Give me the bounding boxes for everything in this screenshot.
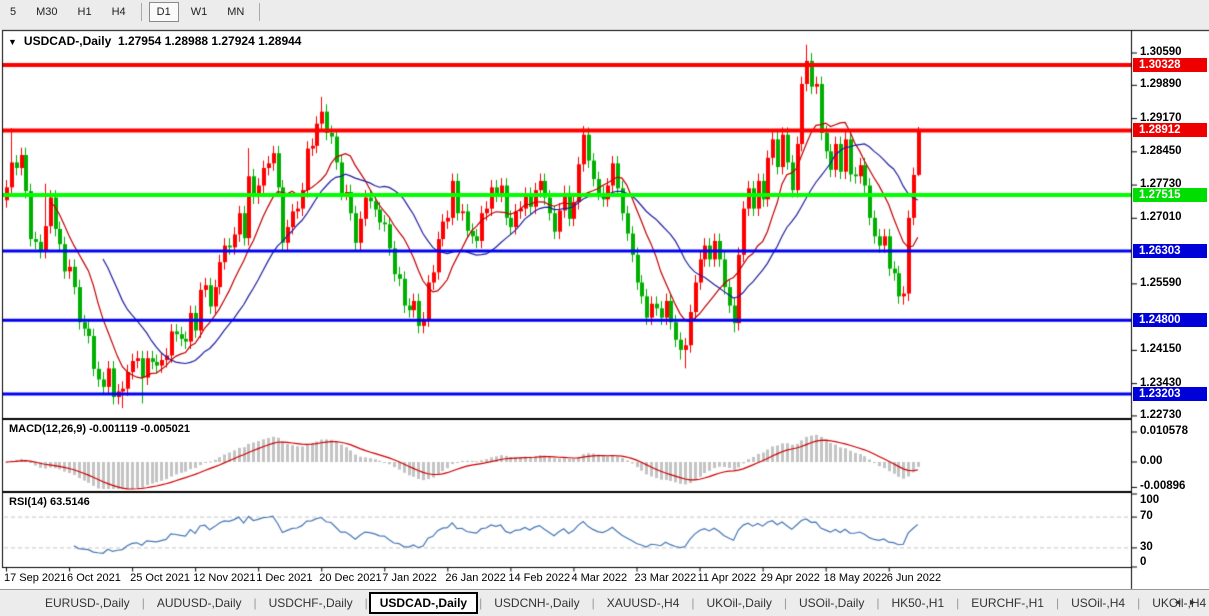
tab-scroll-left-icon[interactable]: ◄ bbox=[1173, 597, 1189, 607]
tab-separator: | bbox=[141, 596, 145, 610]
date-axis-tick: 14 Feb 2022 bbox=[508, 572, 571, 584]
tab-separator: | bbox=[591, 596, 595, 610]
price-axis-badge: 1.24800 bbox=[1133, 313, 1207, 328]
tab-separator: | bbox=[876, 596, 880, 610]
timeframe-button-h1[interactable]: H1 bbox=[77, 6, 92, 18]
chart-tab-eurchf[interactable]: EURCHF-,H1 bbox=[971, 596, 1044, 610]
price-axis-tick: 1.28450 bbox=[1140, 144, 1182, 157]
rsi-axis-tick: 100 bbox=[1140, 494, 1160, 506]
symbol-dropdown-icon[interactable]: ▼ bbox=[8, 37, 17, 47]
date-axis-tick: 18 May 2022 bbox=[823, 572, 888, 584]
tab-separator: | bbox=[364, 596, 368, 610]
price-axis-badge: 1.23203 bbox=[1133, 387, 1207, 402]
date-axis-tick: 17 Sep 2021 bbox=[4, 572, 67, 584]
date-axis-tick: 6 Oct 2021 bbox=[67, 572, 121, 584]
date-axis-tick: 23 Mar 2022 bbox=[634, 572, 697, 584]
timeframe-button-5[interactable]: 5 bbox=[10, 6, 17, 18]
tab-separator: | bbox=[1137, 596, 1141, 610]
date-axis-tick: 7 Jan 2022 bbox=[382, 572, 437, 584]
date-axis-tick: 1 Dec 2021 bbox=[256, 572, 313, 584]
timeframe-button-m30[interactable]: M30 bbox=[36, 6, 58, 18]
price-axis-tick: 1.27730 bbox=[1140, 178, 1182, 191]
tab-separator: | bbox=[479, 596, 483, 610]
macd-indicator-name: MACD(12,26,9) bbox=[9, 423, 87, 435]
rsi-indicator-name: RSI(14) bbox=[9, 496, 47, 508]
chart-tab-ukoil[interactable]: UKOil-,H4 bbox=[1152, 596, 1207, 610]
price-axis-tick: 1.29890 bbox=[1140, 78, 1182, 91]
tab-separator: | bbox=[691, 596, 695, 610]
date-axis-tick: 20 Dec 2021 bbox=[319, 572, 382, 584]
timeframe-button-w1[interactable]: W1 bbox=[190, 6, 208, 18]
toolbar-separator bbox=[140, 3, 142, 21]
date-axis-tick: 6 Jun 2022 bbox=[886, 572, 942, 584]
date-axis-tick: 29 Apr 2022 bbox=[760, 572, 820, 584]
tab-separator: | bbox=[956, 596, 960, 610]
timeframe-button-h4[interactable]: H4 bbox=[111, 6, 126, 18]
price-axis-badge: 1.26303 bbox=[1133, 243, 1207, 258]
chart-tab-usdcnh[interactable]: USDCNH-,Daily bbox=[494, 596, 580, 610]
tab-separator: | bbox=[783, 596, 787, 610]
chart-tab-usdcad[interactable]: USDCAD-,Daily bbox=[368, 592, 479, 614]
price-axis-badge: 1.30328 bbox=[1133, 58, 1207, 73]
chart-tab-usdchf[interactable]: USDCHF-,Daily bbox=[268, 596, 353, 610]
rsi-indicator-value: 63.5146 bbox=[49, 496, 90, 508]
chart-tab-ukoil[interactable]: UKOil-,Daily bbox=[706, 596, 772, 610]
price-axis-tick: 1.27010 bbox=[1140, 211, 1182, 224]
tab-scroll-arrows: ◄► bbox=[1173, 597, 1203, 607]
rsi-panel-title: RSI(14) 63.5146 bbox=[9, 496, 90, 508]
macd-axis-tick: 0.00 bbox=[1140, 455, 1163, 467]
rsi-axis-tick: 70 bbox=[1140, 510, 1153, 523]
macd-axis-tick: 0.010578 bbox=[1140, 425, 1188, 437]
timeframe-button-mn[interactable]: MN bbox=[227, 6, 245, 18]
chart-tab-hk50[interactable]: HK50-,H1 bbox=[891, 596, 945, 610]
tab-separator: | bbox=[253, 596, 257, 610]
macd-indicator-values: -0.001119 -0.005021 bbox=[89, 423, 191, 435]
price-axis-tick: 1.24150 bbox=[1140, 343, 1182, 356]
price-axis-tick: 1.25590 bbox=[1140, 276, 1182, 289]
price-axis-tick: 1.23430 bbox=[1140, 376, 1182, 389]
chart-tab-usoil[interactable]: USOil-,H4 bbox=[1071, 596, 1126, 610]
chart-tab-eurusd[interactable]: EURUSD-,Daily bbox=[45, 596, 130, 610]
price-axis-tick: 1.22730 bbox=[1140, 408, 1182, 421]
symbol-name: USDCAD-,Daily bbox=[23, 34, 112, 48]
date-axis-tick: 12 Nov 2021 bbox=[193, 572, 256, 584]
chart-tab-audusd[interactable]: AUDUSD-,Daily bbox=[156, 596, 242, 610]
rsi-axis-tick: 0 bbox=[1140, 556, 1147, 568]
date-axis-tick: 26 Jan 2022 bbox=[445, 572, 506, 584]
date-axis-tick: 11 Apr 2022 bbox=[697, 572, 757, 584]
price-axis-tick: 1.29170 bbox=[1140, 111, 1182, 124]
chart-tab-xauusd[interactable]: XAUUSD-,H4 bbox=[606, 596, 680, 610]
rsi-axis-tick: 30 bbox=[1140, 540, 1153, 553]
timeframe-toolbar: 5 M30 H1 H4 D1 W1 MN bbox=[0, 0, 1209, 24]
timeframe-button-d1[interactable]: D1 bbox=[148, 2, 179, 22]
tab-separator: | bbox=[1055, 596, 1060, 610]
date-axis-tick: 4 Mar 2022 bbox=[571, 572, 628, 584]
chart-symbol-title: ▼ USDCAD-,Daily 1.27954 1.28988 1.27924 1… bbox=[8, 34, 301, 48]
price-axis-tick: 1.30590 bbox=[1140, 46, 1182, 58]
price-axis-badge: 1.28912 bbox=[1133, 123, 1207, 138]
chart-tab-usoil[interactable]: USOil-,Daily bbox=[798, 596, 865, 610]
tab-scroll-right-icon[interactable]: ► bbox=[1188, 597, 1203, 607]
price-axis-badge: 1.27515 bbox=[1133, 187, 1207, 202]
ohlc-values: 1.27954 1.28988 1.27924 1.28944 bbox=[117, 34, 302, 48]
symbol-tab-bar: EURUSD-,Daily | AUDUSD-,Daily | USDCHF-,Dail… bbox=[0, 589, 1209, 616]
macd-panel-title: MACD(12,26,9) -0.001119 -0.005021 bbox=[9, 423, 190, 435]
date-axis-tick: 25 Oct 2021 bbox=[130, 572, 191, 584]
macd-axis-tick: -0.00896 bbox=[1140, 480, 1186, 492]
toolbar-separator bbox=[259, 3, 261, 21]
